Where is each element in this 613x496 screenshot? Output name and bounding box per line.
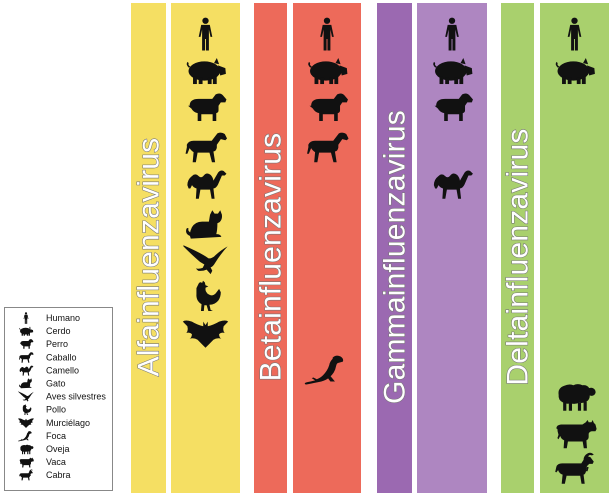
alfainfluenzavirus-species-band	[171, 3, 240, 493]
gammainfluenzavirus-label-band	[377, 3, 412, 493]
betainfluenzavirus-label-band	[254, 3, 287, 493]
legend-label-sheep: Oveja	[46, 444, 70, 454]
deltainfluenzavirus-label-band	[501, 3, 534, 493]
legend-label-horse: Caballo	[46, 352, 77, 362]
alfainfluenzavirus-label-band	[131, 3, 166, 493]
gammainfluenzavirus-species-band	[417, 3, 487, 493]
deltainfluenzavirus-label: Deltainfluenzavirus	[502, 128, 535, 385]
legend-label-wild-bird: Aves silvestres	[46, 392, 106, 402]
legend-label-camel: Camello	[46, 365, 79, 375]
gammainfluenzavirus-label: Gammainfluenzavirus	[379, 110, 412, 404]
legend-label-dog: Perro	[46, 339, 68, 349]
genus-bands	[131, 3, 609, 493]
betainfluenzavirus-label: Betainfluenzavirus	[255, 133, 288, 382]
legend-label-seal: Foca	[46, 431, 66, 441]
legend-label-cow: Vaca	[46, 457, 66, 467]
legend-label-pig: Cerdo	[46, 326, 71, 336]
legend-label-cat: Gato	[46, 379, 66, 389]
legend-label-chicken: Pollo	[46, 405, 66, 415]
deltainfluenzavirus-species-band	[540, 3, 609, 493]
genus-labels: Alfainfluenzavirus Betainfluenzavirus Gamm…	[132, 109, 535, 404]
legend-label-goat: Cabra	[46, 470, 71, 480]
legend-label-bat: Murciélago	[46, 418, 90, 428]
legend: Humano Cerdo Perro Caballo Camello Gato Aves s…	[4, 307, 113, 491]
legend-label-human: Humano	[46, 313, 80, 323]
alfainfluenzavirus-label: Alfainfluenzavirus	[133, 138, 166, 377]
betainfluenzavirus-species-band	[293, 3, 361, 493]
